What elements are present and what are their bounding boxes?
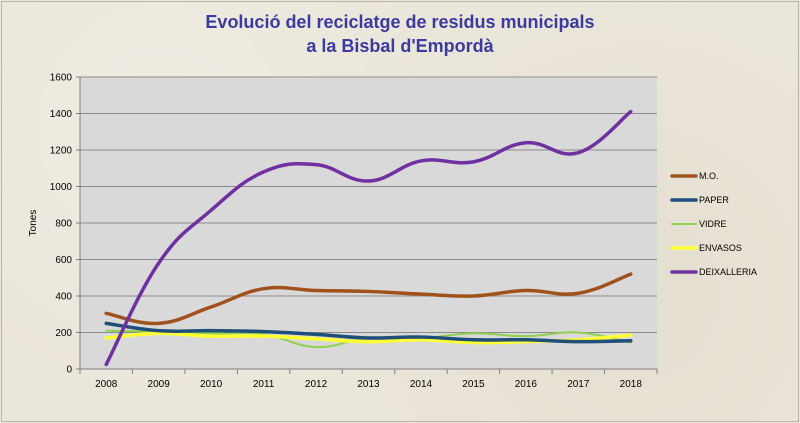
x-tick-label: 2015 bbox=[462, 379, 485, 390]
chart-title-line-1: Evolució del reciclatge de residus munic… bbox=[205, 12, 595, 32]
y-tick-label: 800 bbox=[55, 219, 72, 230]
x-tick-label: 2013 bbox=[357, 379, 380, 390]
y-tick-label: 200 bbox=[55, 328, 72, 339]
x-tick-label: 2008 bbox=[95, 379, 118, 390]
x-tick-label: 2012 bbox=[305, 379, 328, 390]
legend-label: PAPER bbox=[699, 195, 729, 205]
y-tick-label: 600 bbox=[55, 255, 72, 266]
y-tick-label: 1600 bbox=[50, 73, 73, 84]
y-tick-label: 1400 bbox=[50, 109, 73, 120]
legend-label: M.O. bbox=[699, 171, 719, 181]
legend-label: DEIXALLERIA bbox=[699, 267, 757, 277]
series-line-deixalleria bbox=[104, 109, 633, 367]
y-axis-label: Tones bbox=[28, 210, 39, 237]
series-line-paper bbox=[104, 321, 633, 344]
series-lines bbox=[104, 109, 633, 367]
x-tick-label: 2017 bbox=[567, 379, 590, 390]
y-tick-label: 400 bbox=[55, 292, 72, 303]
axes bbox=[76, 76, 658, 374]
x-tick-label: 2018 bbox=[620, 379, 643, 390]
series-line-mo bbox=[104, 272, 633, 326]
y-tick-label: 1200 bbox=[50, 146, 73, 157]
x-tick-label: 2010 bbox=[200, 379, 223, 390]
y-tick-label: 0 bbox=[66, 365, 72, 376]
x-tick-label: 2016 bbox=[515, 379, 538, 390]
y-tick-labels: 0 200 400 600 800 1000 1200 1400 1600 bbox=[50, 73, 73, 376]
legend: M.O. PAPER VIDRE ENVASOS DEIXALLERIA bbox=[670, 171, 757, 277]
y-tick-label: 1000 bbox=[50, 182, 73, 193]
legend-label: VIDRE bbox=[699, 219, 727, 229]
x-tick-label: 2014 bbox=[410, 379, 433, 390]
legend-label: ENVASOS bbox=[699, 243, 742, 253]
x-tick-label: 2009 bbox=[148, 379, 171, 390]
chart-title-line-2: a la Bisbal d'Empordà bbox=[306, 36, 494, 56]
x-tick-label: 2011 bbox=[253, 379, 275, 390]
x-tick-labels: 2008 2009 2010 2011 2012 2013 2014 2015 2016 2017… bbox=[95, 379, 642, 390]
